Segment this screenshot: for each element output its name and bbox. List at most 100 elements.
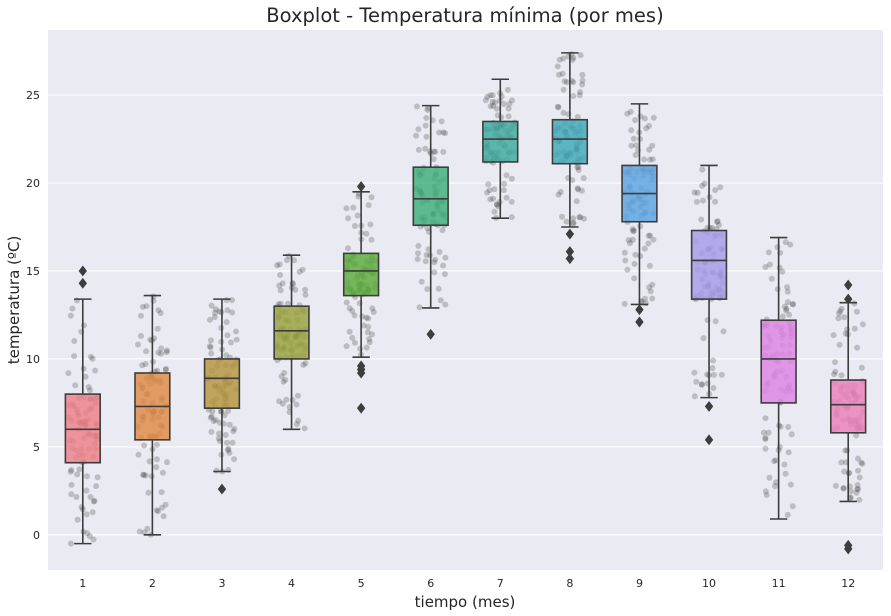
strip-point: [487, 103, 494, 110]
strip-point: [835, 315, 842, 322]
y-tick-label: 20: [26, 177, 40, 190]
strip-point: [505, 105, 512, 112]
box-month-7: [482, 78, 519, 220]
strip-point: [691, 393, 698, 400]
strip-point: [500, 101, 507, 107]
strip-point: [570, 215, 577, 222]
strip-point: [136, 528, 143, 535]
strip-point: [643, 125, 650, 132]
strip-point: [231, 456, 238, 463]
strip-point: [431, 259, 438, 266]
x-tick-label: 1: [79, 577, 86, 590]
strip-point: [293, 401, 300, 408]
strip-point: [485, 181, 492, 188]
strip-point: [716, 222, 722, 228]
strip-point: [158, 350, 165, 357]
strip-point: [141, 529, 148, 536]
strip-point: [637, 113, 644, 120]
strip-point: [786, 311, 793, 318]
strip-point: [345, 215, 352, 222]
strip-point: [233, 336, 240, 343]
strip-point: [508, 214, 515, 221]
strip-point: [216, 430, 222, 437]
strip-point: [415, 250, 421, 257]
strip-point: [784, 299, 791, 306]
strip-point: [579, 77, 586, 84]
strip-point: [710, 385, 717, 391]
strip-point: [363, 314, 370, 321]
strip-point: [157, 310, 164, 316]
strip-point: [158, 345, 165, 352]
strip-point: [211, 314, 218, 321]
strip-point: [787, 241, 794, 248]
strip-point: [87, 387, 93, 394]
strip-point: [789, 503, 796, 510]
strip-point: [78, 504, 85, 511]
strip-point: [714, 218, 721, 225]
strip-point: [630, 228, 637, 235]
x-tick-label: 12: [841, 577, 855, 590]
iqr-box: [830, 379, 867, 434]
strip-point: [554, 63, 561, 70]
box-month-9: [621, 103, 658, 328]
strip-point: [629, 226, 636, 233]
strip-point: [493, 201, 500, 208]
x-tick-label: 11: [772, 577, 786, 590]
strip-point: [694, 189, 701, 196]
strip-point: [494, 201, 500, 208]
strip-point: [441, 271, 448, 278]
strip-point: [708, 224, 715, 231]
strip-point: [830, 332, 837, 339]
box-month-11: [760, 236, 797, 520]
strip-point: [144, 525, 151, 532]
strip-point: [138, 312, 144, 319]
strip-point: [365, 315, 372, 322]
strip-point: [848, 488, 854, 495]
strip-point: [698, 381, 705, 388]
y-tick-label: 10: [26, 353, 40, 366]
y-tick-labels: 0 5 10 15 20 25: [26, 89, 40, 542]
strip-point: [574, 164, 581, 171]
strip-point: [139, 303, 146, 310]
strip-point: [423, 115, 430, 121]
strip-point: [560, 86, 567, 93]
strip-point: [790, 301, 797, 308]
strip-point: [142, 472, 149, 479]
strip-point: [160, 513, 167, 520]
strip-point: [300, 361, 307, 368]
strip-point: [289, 397, 296, 403]
strip-point: [422, 258, 429, 265]
strip-point: [840, 485, 847, 492]
strip-point: [83, 511, 90, 518]
strip-point: [351, 339, 358, 346]
strip-point: [838, 372, 845, 379]
strip-point: [84, 530, 91, 537]
strip-point: [691, 369, 698, 376]
strip-point: [641, 115, 648, 122]
strip-point: [570, 93, 577, 99]
strip-point: [67, 312, 74, 319]
strip-point: [360, 322, 367, 329]
strip-point: [642, 295, 648, 302]
strip-point: [559, 70, 566, 77]
iqr-box: [760, 319, 797, 404]
strip-point: [854, 482, 861, 488]
strip-point: [277, 287, 284, 294]
strip-point: [556, 56, 563, 63]
strip-point: [555, 191, 562, 198]
x-tick-labels: 1 2 3 4 5 6 7 8 9 10 11 12: [79, 577, 855, 590]
strip-point: [712, 187, 719, 194]
strip-point: [766, 474, 773, 481]
strip-point: [854, 344, 861, 351]
strip-point: [569, 56, 576, 63]
strip-point: [506, 100, 513, 107]
strip-point: [163, 349, 170, 356]
strip-point: [430, 156, 437, 163]
strip-point: [693, 378, 700, 385]
outlier-marker: [565, 228, 575, 240]
strip-point: [491, 186, 498, 193]
strip-point: [838, 459, 845, 466]
strip-point: [206, 316, 213, 323]
strip-point: [630, 135, 637, 142]
outlier-marker: [356, 402, 366, 414]
